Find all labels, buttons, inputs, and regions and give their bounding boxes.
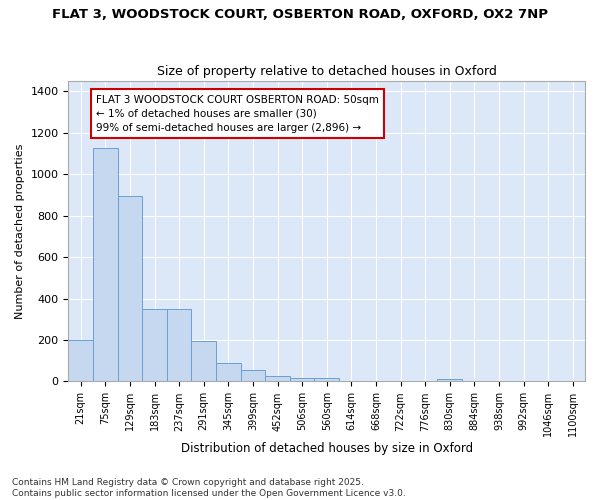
X-axis label: Distribution of detached houses by size in Oxford: Distribution of detached houses by size … — [181, 442, 473, 455]
Bar — [93, 148, 118, 382]
Bar — [118, 196, 142, 382]
Text: FLAT 3, WOODSTOCK COURT, OSBERTON ROAD, OXFORD, OX2 7NP: FLAT 3, WOODSTOCK COURT, OSBERTON ROAD, … — [52, 8, 548, 20]
Bar — [191, 341, 216, 382]
Title: Size of property relative to detached houses in Oxford: Size of property relative to detached ho… — [157, 66, 497, 78]
Bar — [290, 378, 314, 382]
Y-axis label: Number of detached properties: Number of detached properties — [15, 144, 25, 319]
Text: Contains HM Land Registry data © Crown copyright and database right 2025.
Contai: Contains HM Land Registry data © Crown c… — [12, 478, 406, 498]
Bar — [437, 379, 462, 382]
Bar — [216, 363, 241, 382]
Bar — [68, 340, 93, 382]
Bar — [241, 370, 265, 382]
Bar — [314, 378, 339, 382]
Bar — [265, 376, 290, 382]
Text: FLAT 3 WOODSTOCK COURT OSBERTON ROAD: 50sqm
← 1% of detached houses are smaller : FLAT 3 WOODSTOCK COURT OSBERTON ROAD: 50… — [96, 94, 379, 132]
Bar — [167, 309, 191, 382]
Bar — [142, 309, 167, 382]
